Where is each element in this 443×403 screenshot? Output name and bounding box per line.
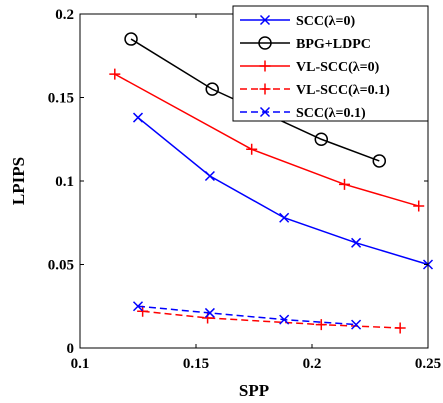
legend-marker [259,60,271,72]
legend-marker [258,36,272,50]
series-line [114,73,419,207]
x-axis-label: SPP [239,381,269,400]
legend-entry: VL-SCC(λ=0.1) [240,83,390,98]
data-point [338,178,350,190]
series-2 [109,68,425,212]
y-tick-label: 0.2 [55,7,74,23]
legend-entry: SCC(λ=0.1) [240,106,366,121]
data-point [109,68,121,80]
y-tick-label: 0 [67,341,75,357]
legend-entry: VL-SCC(λ=0) [240,60,380,75]
x-tick-label: 0.1 [71,356,90,372]
legend-entry: BPG+LDPC [240,36,371,52]
data-point [315,319,327,331]
y-tick-label: 0.15 [48,91,74,107]
data-point [204,307,215,318]
legend-label: VL-SCC(λ=0) [296,60,380,75]
x-tick-label: 0.15 [183,356,209,372]
legend-marker [259,14,271,26]
data-point [279,212,290,223]
legend: SCC(λ=0) BPG+LDPC VL-SCC(λ=0) VL-SCC(λ=0.1)… [232,5,429,122]
legend-label: VL-SCC(λ=0.1) [296,83,390,98]
data-point [413,200,425,212]
data-point [124,32,138,46]
data-point [205,82,219,96]
legend-label: BPG+LDPC [296,37,371,52]
data-point [246,143,258,155]
legend-marker [259,106,271,118]
legend-marker [259,83,271,95]
y-tick-label: 0.1 [55,174,74,190]
series-3 [137,305,406,334]
series-4 [132,301,362,330]
data-point [137,305,149,317]
data-point [372,154,387,168]
y-tick-label: 0.05 [48,258,74,274]
data-point [132,112,144,123]
data-point [279,314,290,325]
ticks-layer: 0.1 0.15 0.2 0.25 0 0.05 0.1 0.15 0.2 [48,7,441,372]
data-point [351,319,362,330]
data-point [394,322,406,334]
legend-label: SCC(λ=0) [296,14,356,29]
x-tick-label: 0.2 [303,356,322,372]
x-tick-label: 0.25 [415,356,441,372]
data-point [204,170,215,182]
series-line [142,310,401,329]
series-line [137,305,357,326]
data-point [351,237,362,248]
data-point [132,301,144,312]
data-point [314,132,329,146]
y-axis-label: LPIPS [9,157,28,205]
legend-label: SCC(λ=0.1) [296,106,366,121]
legend-entry: SCC(λ=0) [240,14,356,29]
